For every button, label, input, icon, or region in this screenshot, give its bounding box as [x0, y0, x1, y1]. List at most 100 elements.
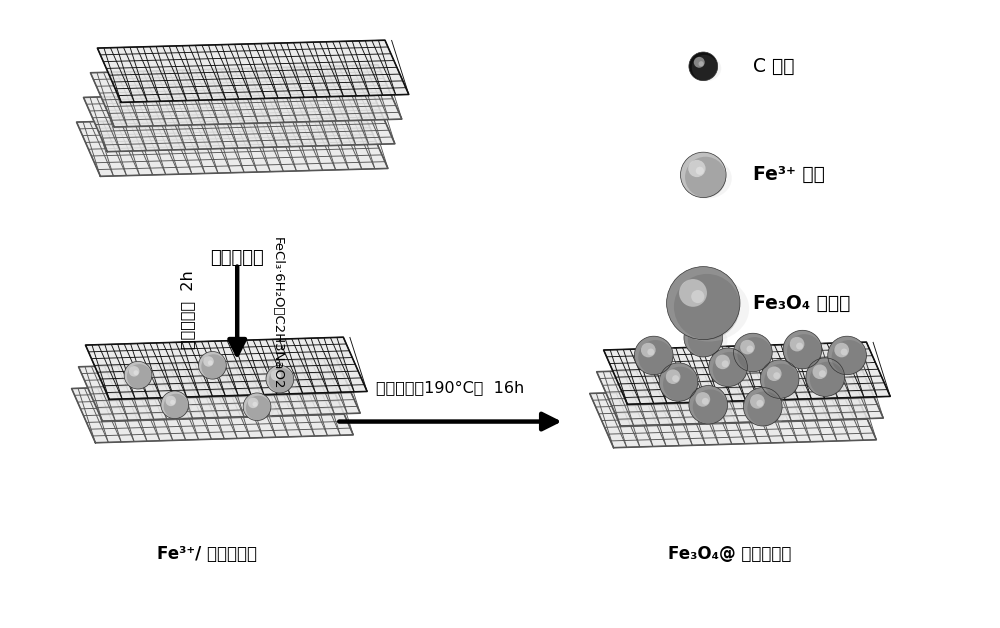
Ellipse shape — [690, 56, 721, 82]
Circle shape — [737, 337, 772, 372]
Ellipse shape — [690, 391, 732, 425]
Circle shape — [806, 358, 845, 396]
Polygon shape — [77, 114, 388, 176]
Ellipse shape — [807, 363, 849, 398]
Ellipse shape — [244, 396, 274, 421]
Polygon shape — [72, 381, 353, 443]
Circle shape — [734, 333, 772, 372]
Circle shape — [841, 349, 848, 355]
Circle shape — [243, 393, 271, 421]
Circle shape — [246, 396, 271, 421]
Circle shape — [164, 394, 189, 419]
Circle shape — [663, 367, 698, 401]
Circle shape — [790, 337, 804, 352]
Circle shape — [680, 152, 726, 198]
Circle shape — [129, 366, 139, 377]
Circle shape — [248, 398, 258, 408]
Text: 氧化石墨烯: 氧化石墨烯 — [210, 249, 264, 267]
Ellipse shape — [710, 353, 752, 387]
Polygon shape — [83, 90, 395, 152]
Ellipse shape — [761, 365, 804, 399]
Circle shape — [813, 364, 827, 379]
Polygon shape — [85, 337, 367, 399]
Circle shape — [722, 360, 729, 367]
Circle shape — [743, 387, 782, 426]
Circle shape — [641, 343, 656, 357]
Circle shape — [667, 267, 740, 340]
Circle shape — [747, 391, 782, 426]
Circle shape — [695, 392, 710, 407]
Text: Fe₃O₄@ 氧化石墨烯: Fe₃O₄@ 氧化石墨烯 — [668, 544, 792, 563]
Circle shape — [266, 365, 294, 393]
Circle shape — [691, 290, 704, 303]
Circle shape — [199, 352, 226, 379]
Circle shape — [696, 166, 704, 175]
Ellipse shape — [685, 323, 727, 358]
Circle shape — [773, 372, 780, 379]
Polygon shape — [97, 40, 409, 102]
Circle shape — [810, 362, 845, 396]
Circle shape — [756, 400, 763, 407]
Circle shape — [685, 157, 726, 198]
Circle shape — [699, 61, 704, 67]
Circle shape — [715, 355, 730, 369]
Circle shape — [638, 340, 673, 375]
Circle shape — [767, 366, 782, 381]
Text: 搅拌，超声  2h: 搅拌，超声 2h — [180, 271, 195, 349]
Circle shape — [170, 400, 175, 405]
Circle shape — [796, 343, 803, 350]
Circle shape — [750, 394, 765, 409]
Text: Fe₃O₄ 纳米球: Fe₃O₄ 纳米球 — [753, 294, 850, 313]
Circle shape — [702, 398, 709, 405]
Circle shape — [133, 370, 138, 375]
Circle shape — [201, 354, 226, 379]
Circle shape — [689, 386, 728, 424]
Text: 溶剂热反应190°C，  16h: 溶剂热反应190°C， 16h — [376, 380, 525, 395]
Circle shape — [787, 334, 822, 369]
Circle shape — [275, 374, 280, 379]
Circle shape — [684, 318, 723, 357]
Ellipse shape — [125, 365, 155, 390]
Ellipse shape — [267, 369, 297, 394]
Ellipse shape — [784, 335, 827, 370]
Circle shape — [688, 322, 723, 357]
Circle shape — [271, 370, 281, 381]
Text: C 原子: C 原子 — [753, 57, 794, 76]
Circle shape — [666, 369, 680, 384]
Ellipse shape — [682, 158, 732, 198]
Polygon shape — [79, 359, 360, 421]
Circle shape — [697, 331, 704, 338]
Circle shape — [689, 52, 718, 80]
Circle shape — [693, 389, 728, 424]
Circle shape — [740, 340, 755, 354]
Ellipse shape — [668, 276, 749, 342]
Circle shape — [691, 325, 705, 340]
Circle shape — [252, 402, 257, 407]
Text: Fe³⁺/ 氧化石墨烯: Fe³⁺/ 氧化石墨烯 — [157, 544, 257, 563]
Circle shape — [208, 360, 213, 365]
Circle shape — [832, 340, 866, 375]
Circle shape — [783, 330, 822, 369]
Ellipse shape — [829, 341, 871, 376]
Circle shape — [127, 364, 152, 389]
Circle shape — [746, 345, 753, 352]
Circle shape — [672, 375, 679, 382]
Polygon shape — [604, 342, 890, 404]
Ellipse shape — [735, 338, 777, 372]
Circle shape — [161, 391, 189, 419]
Circle shape — [647, 349, 654, 355]
Ellipse shape — [199, 355, 230, 380]
Circle shape — [634, 336, 673, 375]
Text: Fe³⁺ 离子: Fe³⁺ 离子 — [753, 165, 825, 185]
Ellipse shape — [744, 392, 787, 427]
Circle shape — [828, 336, 866, 375]
Circle shape — [269, 368, 294, 393]
Circle shape — [679, 279, 707, 307]
Circle shape — [659, 363, 698, 401]
Circle shape — [760, 360, 799, 398]
Circle shape — [674, 274, 740, 340]
Circle shape — [688, 160, 706, 177]
Circle shape — [713, 352, 747, 386]
Polygon shape — [90, 65, 402, 127]
Circle shape — [834, 343, 849, 357]
